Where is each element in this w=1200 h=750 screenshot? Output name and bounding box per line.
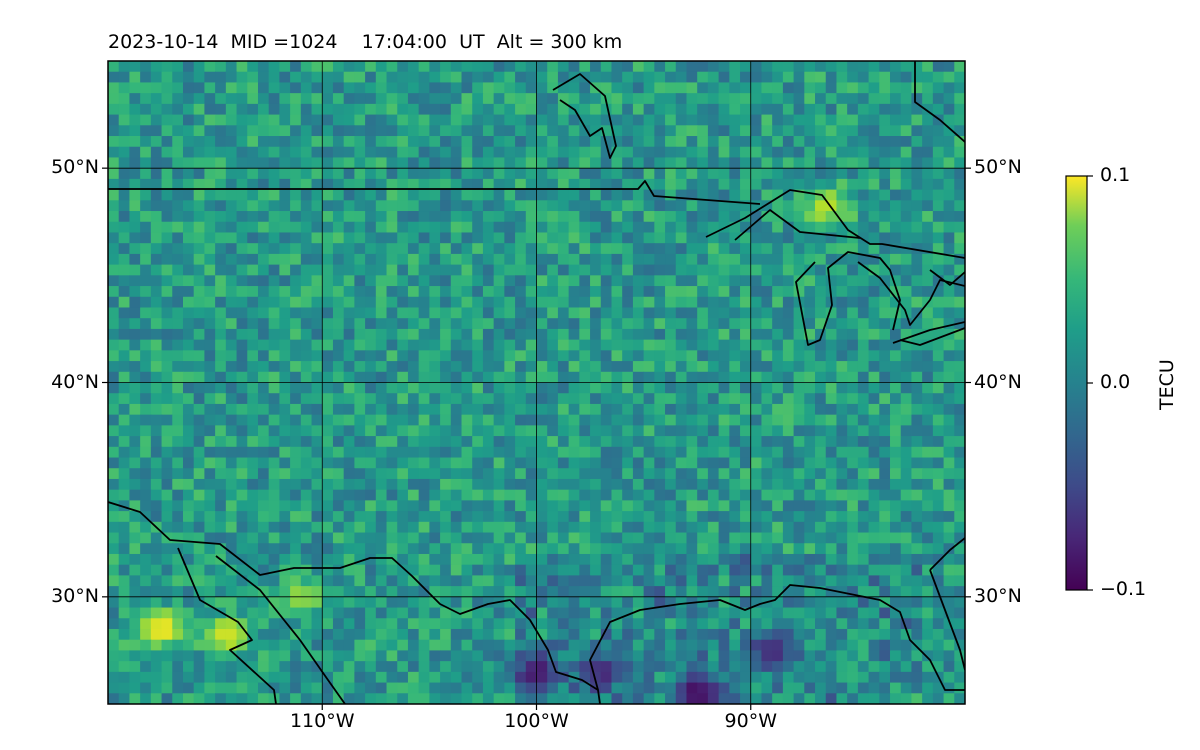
- lake-michigan-coast: [795, 251, 901, 346]
- florida-coast: [929, 537, 965, 571]
- axis-tick-label: 30°N: [974, 584, 1022, 607]
- lake-huron-coast: [857, 261, 965, 326]
- axis-tick-label: 0.1: [1100, 164, 1131, 186]
- tec-heatmap: [108, 61, 965, 704]
- mexico-west-coast: [215, 555, 346, 704]
- axis-tick-label: 90°W: [724, 710, 777, 732]
- axis-tick-label: 50°N: [974, 156, 1022, 179]
- lake-superior-coast: [705, 189, 965, 259]
- axis-ticks: [102, 167, 971, 710]
- axis-tick-label: 100°W: [504, 710, 569, 732]
- lake-superior-south-shore: [734, 209, 861, 241]
- lake-ontario-north: [929, 269, 965, 286]
- axis-tick-label: 40°N: [974, 370, 1022, 393]
- baja-california-coast: [177, 547, 277, 704]
- colorbar-ticks: [1087, 175, 1093, 591]
- colorbar-label: TECU: [1156, 359, 1178, 410]
- florida-peninsula-coast: [929, 569, 965, 671]
- lake-erie-coast: [892, 321, 965, 344]
- gulf-of-mexico-coast: [589, 584, 965, 691]
- axis-tick-label: 30°N: [51, 584, 99, 607]
- hudson-bay-coast: [914, 61, 965, 143]
- lake-erie-south-shore: [899, 327, 965, 346]
- axis-tick-label: −0.1: [1100, 578, 1147, 600]
- colorbar: [1065, 175, 1088, 591]
- axis-tick-label: 40°N: [51, 370, 99, 393]
- map-title: 2023-10-14 MID =1024 17:04:00 UT Alt = 3…: [108, 31, 623, 53]
- north-island-coast: [552, 73, 617, 159]
- axis-tick-label: 50°N: [51, 156, 99, 179]
- us-canada-border: [108, 180, 761, 205]
- axis-tick-label: 0.0: [1100, 371, 1131, 393]
- us-mexico-border: [108, 501, 601, 704]
- graticule: [108, 61, 965, 704]
- axis-tick-label: 110°W: [289, 710, 355, 732]
